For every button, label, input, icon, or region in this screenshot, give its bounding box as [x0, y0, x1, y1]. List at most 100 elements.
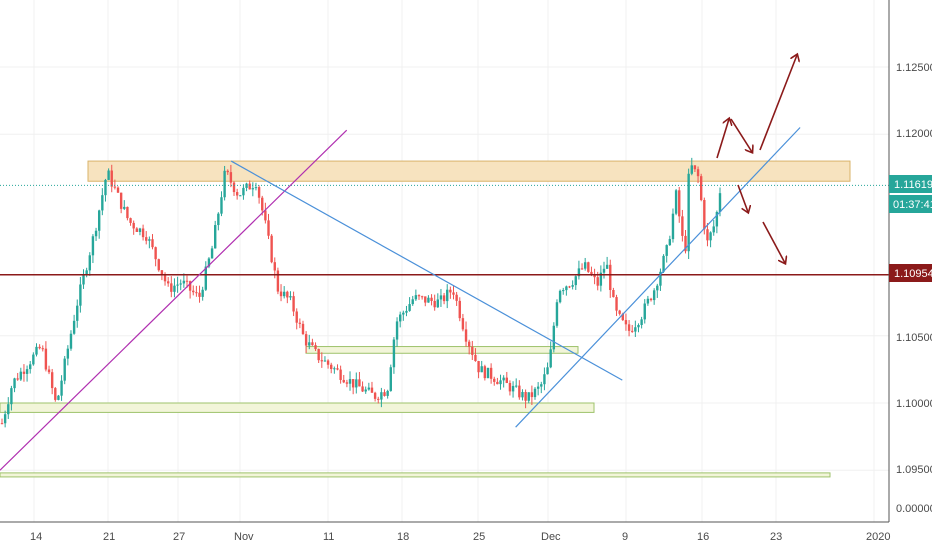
- candle-body: [207, 258, 211, 267]
- candlestick-series: [0, 157, 722, 428]
- candle-body: [612, 290, 615, 298]
- candle-body: [10, 388, 13, 405]
- candle-body: [182, 280, 186, 284]
- candle-body: [703, 199, 706, 230]
- candle-body: [298, 322, 302, 324]
- candle-body: [684, 235, 687, 252]
- candle-body: [148, 239, 151, 241]
- x-tick-label: Dec: [541, 531, 561, 543]
- candle-body: [44, 348, 48, 370]
- candle-body: [110, 170, 113, 187]
- support-level-value: 1.10954: [894, 268, 932, 280]
- candle-body: [627, 324, 631, 331]
- candle-body: [458, 300, 461, 319]
- candle-body: [609, 264, 612, 291]
- candle-body: [308, 342, 311, 346]
- y-tick-label: 1.10500: [896, 332, 932, 344]
- blue-rising-line: [515, 127, 801, 428]
- candle-body: [251, 188, 255, 190]
- candle-body: [493, 378, 496, 382]
- candle-body: [330, 364, 333, 370]
- chart-grid: [0, 0, 889, 522]
- candle-body: [339, 369, 342, 380]
- candle-body: [699, 176, 703, 200]
- candle-body: [257, 187, 261, 198]
- candle-body: [590, 271, 593, 275]
- candle-body: [389, 367, 392, 391]
- candle-body: [502, 377, 505, 381]
- arrow-down-small-3: [762, 221, 785, 263]
- candle-body: [646, 298, 650, 304]
- candle-body: [715, 211, 719, 227]
- candle-body: [662, 255, 665, 272]
- candle-body: [138, 228, 142, 232]
- candle-body: [430, 297, 433, 301]
- candle-body: [35, 346, 38, 355]
- candle-body: [301, 323, 305, 335]
- candle-body: [442, 295, 446, 302]
- candle-body: [141, 228, 145, 238]
- current-price-badge: 1.11619: [889, 175, 932, 193]
- candle-body: [546, 367, 549, 375]
- candle-body: [195, 292, 198, 294]
- candle-body: [540, 384, 543, 387]
- candle-body: [480, 366, 483, 373]
- lower-zone: [0, 402, 595, 413]
- candle-body: [518, 385, 521, 398]
- candle-body: [489, 367, 493, 379]
- candle-body: [201, 289, 204, 297]
- candle-body: [157, 259, 160, 271]
- candle-body: [29, 364, 32, 370]
- candle-body: [248, 183, 251, 190]
- candle-body: [408, 304, 411, 311]
- candle-body: [471, 346, 474, 355]
- blue-falling-line: [230, 160, 623, 381]
- candle-body: [91, 236, 95, 256]
- candle-body: [94, 230, 98, 237]
- candle-body: [239, 195, 242, 197]
- candle-body: [220, 197, 223, 214]
- candle-body: [79, 284, 82, 306]
- candle-body: [583, 262, 587, 269]
- candle-body: [420, 296, 424, 298]
- x-tick-label: 14: [30, 531, 42, 543]
- candle-body: [223, 170, 226, 198]
- candle-body: [320, 360, 324, 362]
- x-tick-label: 2020: [866, 531, 890, 543]
- arrow-up-big: [759, 55, 797, 151]
- candle-body: [690, 165, 693, 174]
- candle-body: [126, 206, 129, 219]
- candle-body: [50, 372, 54, 389]
- candle-body: [151, 239, 154, 248]
- candle-body: [496, 381, 499, 385]
- candle-body: [282, 291, 286, 297]
- candle-body: [427, 297, 430, 303]
- trend-lines[interactable]: [0, 127, 801, 471]
- candle-body: [552, 325, 556, 350]
- x-axis-labels: 14 21 27 Nov 11 18 25 Dec 9 16 23 2020: [30, 531, 890, 543]
- candle-body: [373, 392, 377, 399]
- support-level-badge: 1.10954: [889, 264, 932, 282]
- candle-body: [304, 334, 308, 346]
- candle-body: [674, 190, 678, 214]
- candle-body: [515, 385, 518, 387]
- candle-body: [129, 218, 132, 223]
- projection-arrows: [716, 55, 797, 263]
- candle-body: [229, 172, 233, 183]
- candle-body: [3, 414, 7, 424]
- candle-body: [527, 392, 530, 401]
- candle-body: [235, 192, 239, 196]
- candle-body: [176, 284, 179, 286]
- candle-body: [295, 311, 298, 323]
- candle-body: [659, 271, 662, 286]
- candle-body: [323, 360, 327, 362]
- x-tick-label: Nov: [234, 531, 254, 543]
- candle-body: [261, 197, 264, 211]
- candle-body: [101, 195, 104, 211]
- candle-body: [88, 255, 91, 271]
- candle-body: [54, 388, 57, 400]
- candle-body: [656, 285, 659, 291]
- candle-body: [13, 378, 16, 389]
- y-tick-label: 1.10000: [896, 398, 932, 410]
